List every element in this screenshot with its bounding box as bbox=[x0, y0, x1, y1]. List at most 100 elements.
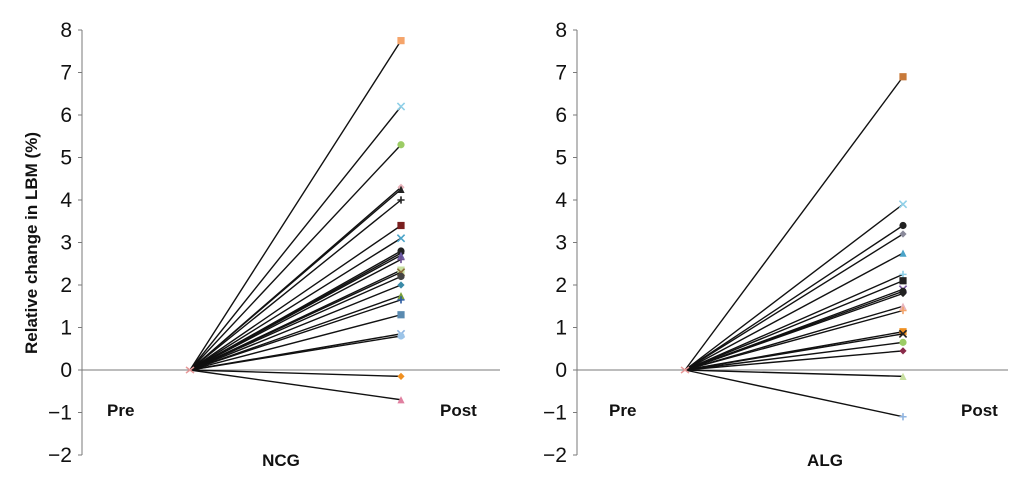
post-marker bbox=[397, 251, 405, 259]
post-marker bbox=[899, 73, 907, 81]
y-tick-labels: −2 −1 0 1 2 3 4 5 6 7 8 bbox=[48, 19, 82, 467]
subject-line bbox=[189, 237, 402, 371]
y-tick-label: −1 bbox=[48, 402, 72, 425]
y-tick-label: 8 bbox=[555, 19, 567, 42]
subject-line bbox=[189, 335, 402, 371]
pre-label: Pre bbox=[609, 401, 636, 420]
post-marker bbox=[899, 270, 907, 278]
post-marker bbox=[899, 413, 907, 421]
y-axis-title: Relative change in LBM (%) bbox=[22, 132, 41, 354]
y-tick-label: 7 bbox=[60, 62, 72, 85]
subject-line bbox=[189, 369, 402, 378]
subject-line bbox=[189, 40, 402, 371]
y-tick-label: 0 bbox=[60, 359, 72, 382]
y-tick-label: 2 bbox=[60, 274, 72, 297]
subject-line bbox=[684, 224, 904, 371]
post-marker bbox=[397, 332, 405, 340]
subject-line bbox=[684, 273, 904, 371]
subject-line bbox=[684, 203, 904, 371]
subject-line bbox=[684, 369, 904, 418]
post-marker bbox=[397, 372, 405, 380]
subject-line bbox=[684, 292, 904, 371]
post-marker bbox=[396, 234, 406, 243]
subject-line bbox=[684, 252, 904, 371]
y-tick-label: 5 bbox=[60, 147, 72, 170]
subject-line bbox=[189, 199, 402, 371]
subject-line bbox=[684, 309, 904, 371]
series-lines bbox=[185, 37, 406, 404]
subject-line bbox=[189, 144, 402, 371]
subject-line bbox=[189, 314, 402, 371]
post-marker bbox=[899, 372, 907, 380]
post-marker bbox=[397, 292, 405, 300]
post-marker bbox=[899, 230, 907, 238]
group-label: ALG bbox=[807, 451, 843, 470]
post-marker bbox=[397, 396, 405, 404]
post-marker bbox=[397, 272, 405, 281]
post-marker bbox=[899, 249, 907, 257]
y-tick-label: 3 bbox=[60, 232, 72, 255]
post-label: Post bbox=[440, 401, 477, 420]
post-marker bbox=[899, 289, 907, 298]
subject-line bbox=[684, 233, 904, 371]
subject-line bbox=[189, 284, 402, 371]
post-marker bbox=[899, 306, 907, 315]
post-marker bbox=[397, 281, 405, 289]
pre-label: Pre bbox=[107, 401, 134, 420]
subject-line bbox=[189, 224, 402, 371]
y-tick-label: 2 bbox=[555, 274, 567, 297]
post-marker bbox=[397, 141, 405, 149]
post-marker bbox=[899, 221, 907, 230]
chart-panel-alg: −2 −1 0 1 2 3 4 5 6 7 8 Pre Post ALG bbox=[543, 19, 1008, 470]
subject-line bbox=[684, 280, 904, 371]
y-tick-label: 4 bbox=[60, 189, 72, 212]
y-tick-label: 6 bbox=[555, 104, 567, 127]
post-marker bbox=[397, 266, 405, 274]
y-tick-label: 3 bbox=[555, 232, 567, 255]
post-marker bbox=[397, 296, 405, 304]
subject-line bbox=[189, 275, 402, 371]
y-tick-label: −2 bbox=[543, 444, 567, 467]
y-tick-label: 8 bbox=[60, 19, 72, 42]
post-marker bbox=[899, 277, 907, 285]
post-marker bbox=[396, 102, 406, 111]
subject-line bbox=[189, 369, 402, 401]
post-marker bbox=[397, 185, 405, 193]
post-marker bbox=[397, 311, 405, 319]
y-tick-label: 1 bbox=[555, 317, 567, 340]
y-tick-label: 0 bbox=[555, 359, 567, 382]
post-marker bbox=[899, 302, 907, 310]
y-tick-label: 6 bbox=[60, 104, 72, 127]
post-marker bbox=[898, 329, 908, 339]
y-tick-label: 4 bbox=[555, 189, 567, 212]
post-marker bbox=[899, 338, 907, 346]
y-tick-label: 1 bbox=[60, 317, 72, 340]
pre-marker bbox=[185, 366, 195, 374]
group-label: NCG bbox=[262, 451, 300, 470]
subject-line bbox=[189, 106, 402, 371]
post-marker bbox=[397, 196, 405, 204]
y-tick-label: −1 bbox=[543, 402, 567, 425]
subject-line bbox=[189, 299, 402, 371]
series-lines bbox=[680, 73, 908, 421]
post-marker bbox=[898, 200, 908, 209]
y-tick-label: 5 bbox=[555, 147, 567, 170]
post-marker bbox=[899, 328, 907, 336]
subject-line bbox=[684, 333, 904, 371]
pre-marker bbox=[680, 366, 690, 374]
subject-line bbox=[684, 369, 904, 378]
post-marker bbox=[397, 255, 405, 264]
post-marker bbox=[899, 347, 907, 355]
subject-line bbox=[189, 258, 402, 371]
y-tick-label: 7 bbox=[555, 62, 567, 85]
subject-line bbox=[189, 188, 402, 371]
post-label: Post bbox=[961, 401, 998, 420]
subject-line bbox=[684, 76, 904, 371]
post-marker bbox=[397, 221, 405, 230]
chart-panel-ncg: −2 −1 0 1 2 3 4 5 6 7 8 Pre Post NCG bbox=[48, 19, 500, 470]
post-marker bbox=[397, 37, 405, 45]
y-tick-label: −2 bbox=[48, 444, 72, 467]
subject-line bbox=[684, 350, 904, 371]
subject-line bbox=[684, 341, 904, 371]
